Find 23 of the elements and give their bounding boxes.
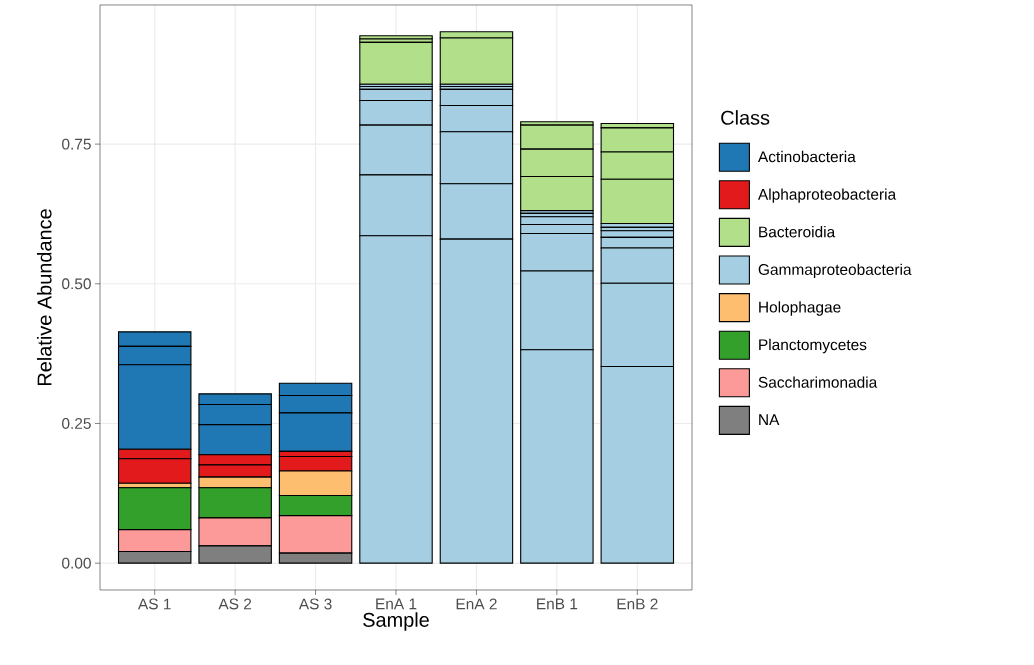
x-tick-label: AS 2 <box>218 598 252 610</box>
x-tick-label: EnA 1 <box>376 598 417 610</box>
y-tick-label: 0.50 <box>62 278 91 290</box>
y-axis-title: Relative Abundance <box>36 209 52 386</box>
y-tick-label: 0.00 <box>62 557 91 569</box>
legend-label: Alphaproteobacteria <box>757 188 897 203</box>
y-tick-label: 0.25 <box>62 418 91 429</box>
legend-label: Planctomycetes <box>759 338 867 354</box>
legend-label: Saccharimonadia <box>758 376 878 388</box>
x-tick-label: EnA 2 <box>456 598 497 610</box>
x-tick-label: EnB 2 <box>617 598 658 610</box>
legend-label: NA <box>759 414 780 425</box>
legend-title: Class <box>721 110 770 125</box>
x-tick-label: EnB 1 <box>537 598 578 610</box>
legend-label: Bacteroidia <box>759 226 836 238</box>
bar <box>359 41 433 85</box>
legend-label: Actinobacteria <box>757 150 856 163</box>
y-tick-label: 0.75 <box>62 138 91 150</box>
legend-label: Gammaproteobacteria <box>758 263 912 279</box>
x-tick-label: AS 1 <box>138 598 171 610</box>
legend-label: Holophagae <box>759 301 841 316</box>
x-tick-label: AS 3 <box>298 598 332 610</box>
x-axis-title: Sample <box>363 612 429 631</box>
